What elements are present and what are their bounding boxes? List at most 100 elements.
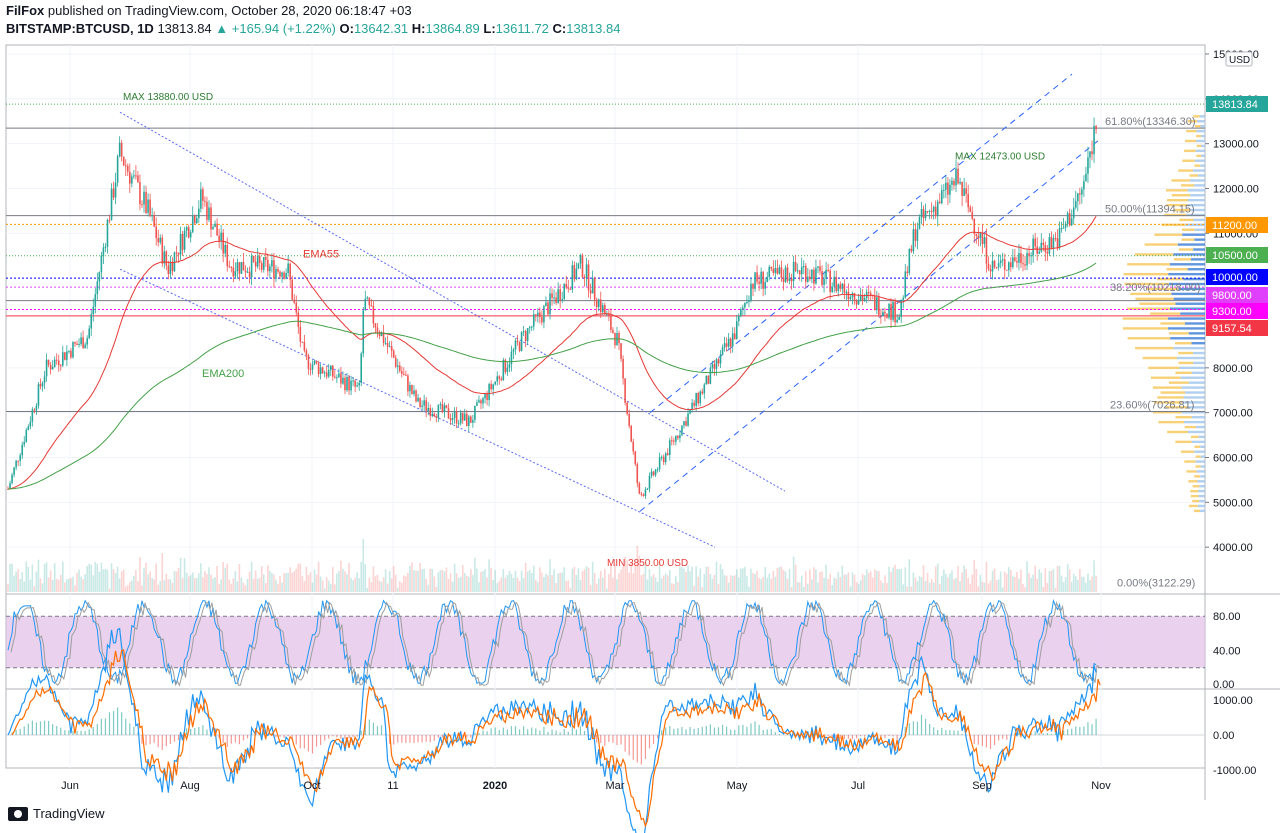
macd-histogram-bar	[697, 727, 699, 735]
volume-bar	[157, 584, 160, 592]
candle-body	[725, 343, 728, 347]
candle-body	[189, 232, 192, 238]
candle-body	[354, 380, 356, 387]
candle-body	[155, 226, 157, 239]
candle-body	[1085, 173, 1087, 182]
macd-histogram-bar	[551, 729, 553, 735]
volume-bar	[675, 576, 677, 592]
macd-histogram-bar	[466, 735, 468, 738]
footer-brand[interactable]: TradingView	[33, 806, 105, 821]
trendline	[639, 138, 1101, 512]
candle-body	[1032, 238, 1034, 256]
volume-bar	[445, 567, 448, 592]
volume-profile-bar	[1196, 139, 1205, 143]
candle-body	[382, 332, 385, 343]
volume-profile-bar	[1195, 465, 1201, 468]
price-tick-label: 4000.00	[1213, 542, 1253, 554]
price-tick-label: 8000.00	[1213, 363, 1253, 375]
candle-body	[764, 282, 766, 289]
candle-body	[222, 232, 224, 254]
macd-histogram-bar	[937, 729, 939, 735]
macd-histogram-bar	[141, 735, 143, 744]
candle-body	[258, 256, 261, 264]
macd-histogram-bar	[531, 727, 533, 735]
candle-body	[413, 390, 415, 395]
macd-histogram-bar	[397, 735, 399, 743]
candle-body	[1087, 157, 1089, 174]
candle-body	[279, 271, 281, 277]
currency-badge-label: USD	[1229, 55, 1250, 66]
candle-body	[15, 460, 17, 468]
macd-histogram-bar	[165, 735, 167, 747]
candle-body	[833, 276, 836, 287]
macd-histogram-bar	[15, 729, 17, 735]
volume-profile-bar	[1181, 411, 1205, 414]
symbol-name[interactable]: BITSTAMP:BTCUSD, 1D	[6, 21, 154, 36]
volume-bar	[727, 582, 730, 592]
volume-bar	[317, 561, 320, 592]
macd-histogram-bar	[429, 735, 431, 743]
volume-bar	[1062, 582, 1065, 592]
candle-body	[516, 340, 519, 343]
volume-bar	[561, 572, 563, 592]
candle-body	[888, 303, 890, 318]
candle-body	[849, 297, 852, 300]
candle-body	[920, 209, 923, 218]
macd-histogram-bar	[673, 728, 675, 735]
macd-histogram-bar	[393, 735, 395, 745]
candle-body	[183, 230, 186, 250]
volume-bar	[135, 570, 137, 592]
volume-bar	[47, 577, 50, 592]
volume-bar	[900, 568, 902, 592]
volume-bar	[453, 563, 456, 592]
macd-histogram-bar	[181, 735, 184, 737]
volume-profile-bar	[1189, 174, 1199, 177]
time-axis-label: Mar	[606, 780, 625, 792]
candle-body	[380, 332, 383, 337]
volume-profile-bar	[1191, 342, 1205, 345]
candle-body	[124, 165, 127, 167]
candle-body	[90, 314, 93, 329]
candle-body	[498, 376, 501, 379]
volume-bar	[425, 578, 427, 592]
volume-bar	[740, 568, 742, 592]
macd-histogram-bar	[1038, 733, 1040, 735]
macd-histogram-bar	[433, 735, 435, 741]
candle-body	[463, 413, 466, 421]
volume-bar	[129, 581, 131, 592]
volume-bar	[435, 587, 438, 592]
publisher-name[interactable]: FilFox	[6, 3, 45, 18]
candle-body	[453, 411, 456, 419]
candle-body	[539, 312, 541, 318]
candle-body	[173, 252, 176, 272]
macd-tick-label: 1000.00	[1213, 695, 1253, 707]
volume-bar	[409, 565, 411, 592]
macd-histogram-bar	[827, 735, 829, 736]
volume-bar	[273, 574, 275, 592]
volume-bar	[612, 577, 614, 592]
candle-body	[364, 298, 367, 311]
volume-profile-bar	[1178, 351, 1193, 355]
candle-body	[289, 263, 291, 280]
candle-body	[545, 302, 547, 307]
volume-bar	[687, 565, 689, 592]
stoch-tick-label: 40.00	[1213, 646, 1241, 658]
volume-bar	[949, 573, 951, 592]
volume-bar	[585, 565, 588, 592]
volume-bar	[55, 578, 58, 592]
tradingview-logo-icon[interactable]	[8, 806, 28, 821]
volume-profile-bar	[1182, 401, 1205, 404]
close-value: 13813.84	[566, 21, 621, 36]
volume-profile-bar	[1195, 149, 1205, 153]
candle-body	[204, 200, 206, 202]
volume-bar	[660, 578, 663, 592]
volume-bar	[993, 568, 996, 592]
volume-bar	[41, 583, 44, 592]
candle-body	[963, 188, 965, 196]
volume-bar	[114, 572, 117, 592]
candle-body	[620, 343, 622, 359]
volume-bar	[677, 582, 679, 592]
volume-bar	[1093, 560, 1095, 592]
macd-histogram-bar	[31, 720, 33, 735]
